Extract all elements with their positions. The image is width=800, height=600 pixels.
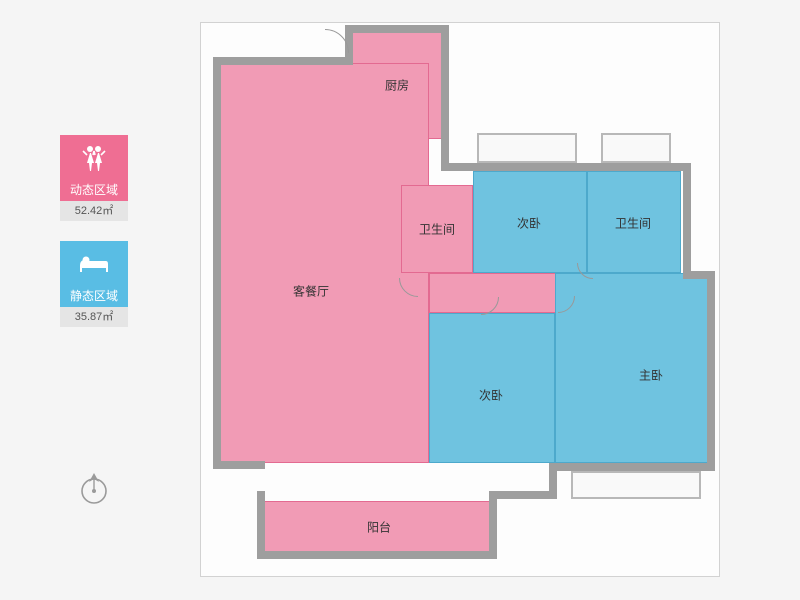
window-rail xyxy=(571,471,701,499)
legend-static-value: 35.87㎡ xyxy=(60,307,128,327)
outer-wall xyxy=(213,57,351,65)
outer-wall xyxy=(441,25,449,171)
window-rail xyxy=(477,133,577,163)
legend-static-block: 静态区域 35.87㎡ xyxy=(60,241,128,327)
room-label-kitchen: 厨房 xyxy=(385,77,409,94)
legend-panel: 动态区域 52.42㎡ 静态区域 35.87㎡ xyxy=(60,135,140,347)
room-label-bath1: 卫生间 xyxy=(419,221,455,238)
room-label-balcony: 阳台 xyxy=(367,519,391,536)
room-label-bath2: 卫生间 xyxy=(615,215,651,232)
outer-wall xyxy=(213,461,265,469)
outer-wall xyxy=(257,551,497,559)
legend-static-label: 静态区域 xyxy=(60,285,128,307)
room-label-master: 主卧 xyxy=(639,367,663,384)
room-living xyxy=(219,63,429,463)
people-icon xyxy=(60,135,128,179)
legend-dynamic-block: 动态区域 52.42㎡ xyxy=(60,135,128,221)
room-master xyxy=(555,273,709,463)
outer-wall xyxy=(257,491,265,559)
compass-icon xyxy=(75,470,113,508)
legend-dynamic-label: 动态区域 xyxy=(60,179,128,201)
outer-wall xyxy=(441,163,691,171)
outer-wall xyxy=(489,491,497,559)
room-label-living: 客餐厅 xyxy=(293,283,329,300)
outer-wall xyxy=(707,271,715,471)
bed-icon xyxy=(60,241,128,285)
outer-wall xyxy=(683,163,691,279)
window-rail xyxy=(601,133,671,163)
outer-wall xyxy=(213,57,221,469)
legend-dynamic-value: 52.42㎡ xyxy=(60,201,128,221)
room-label-bed2a: 次卧 xyxy=(517,215,541,232)
outer-wall xyxy=(493,491,557,499)
room-label-bed2b: 次卧 xyxy=(479,387,503,404)
outer-wall xyxy=(549,463,715,471)
floorplan: 厨房客餐厅卫生间阳台次卧卫生间次卧主卧 xyxy=(200,22,720,577)
outer-wall xyxy=(345,25,449,33)
